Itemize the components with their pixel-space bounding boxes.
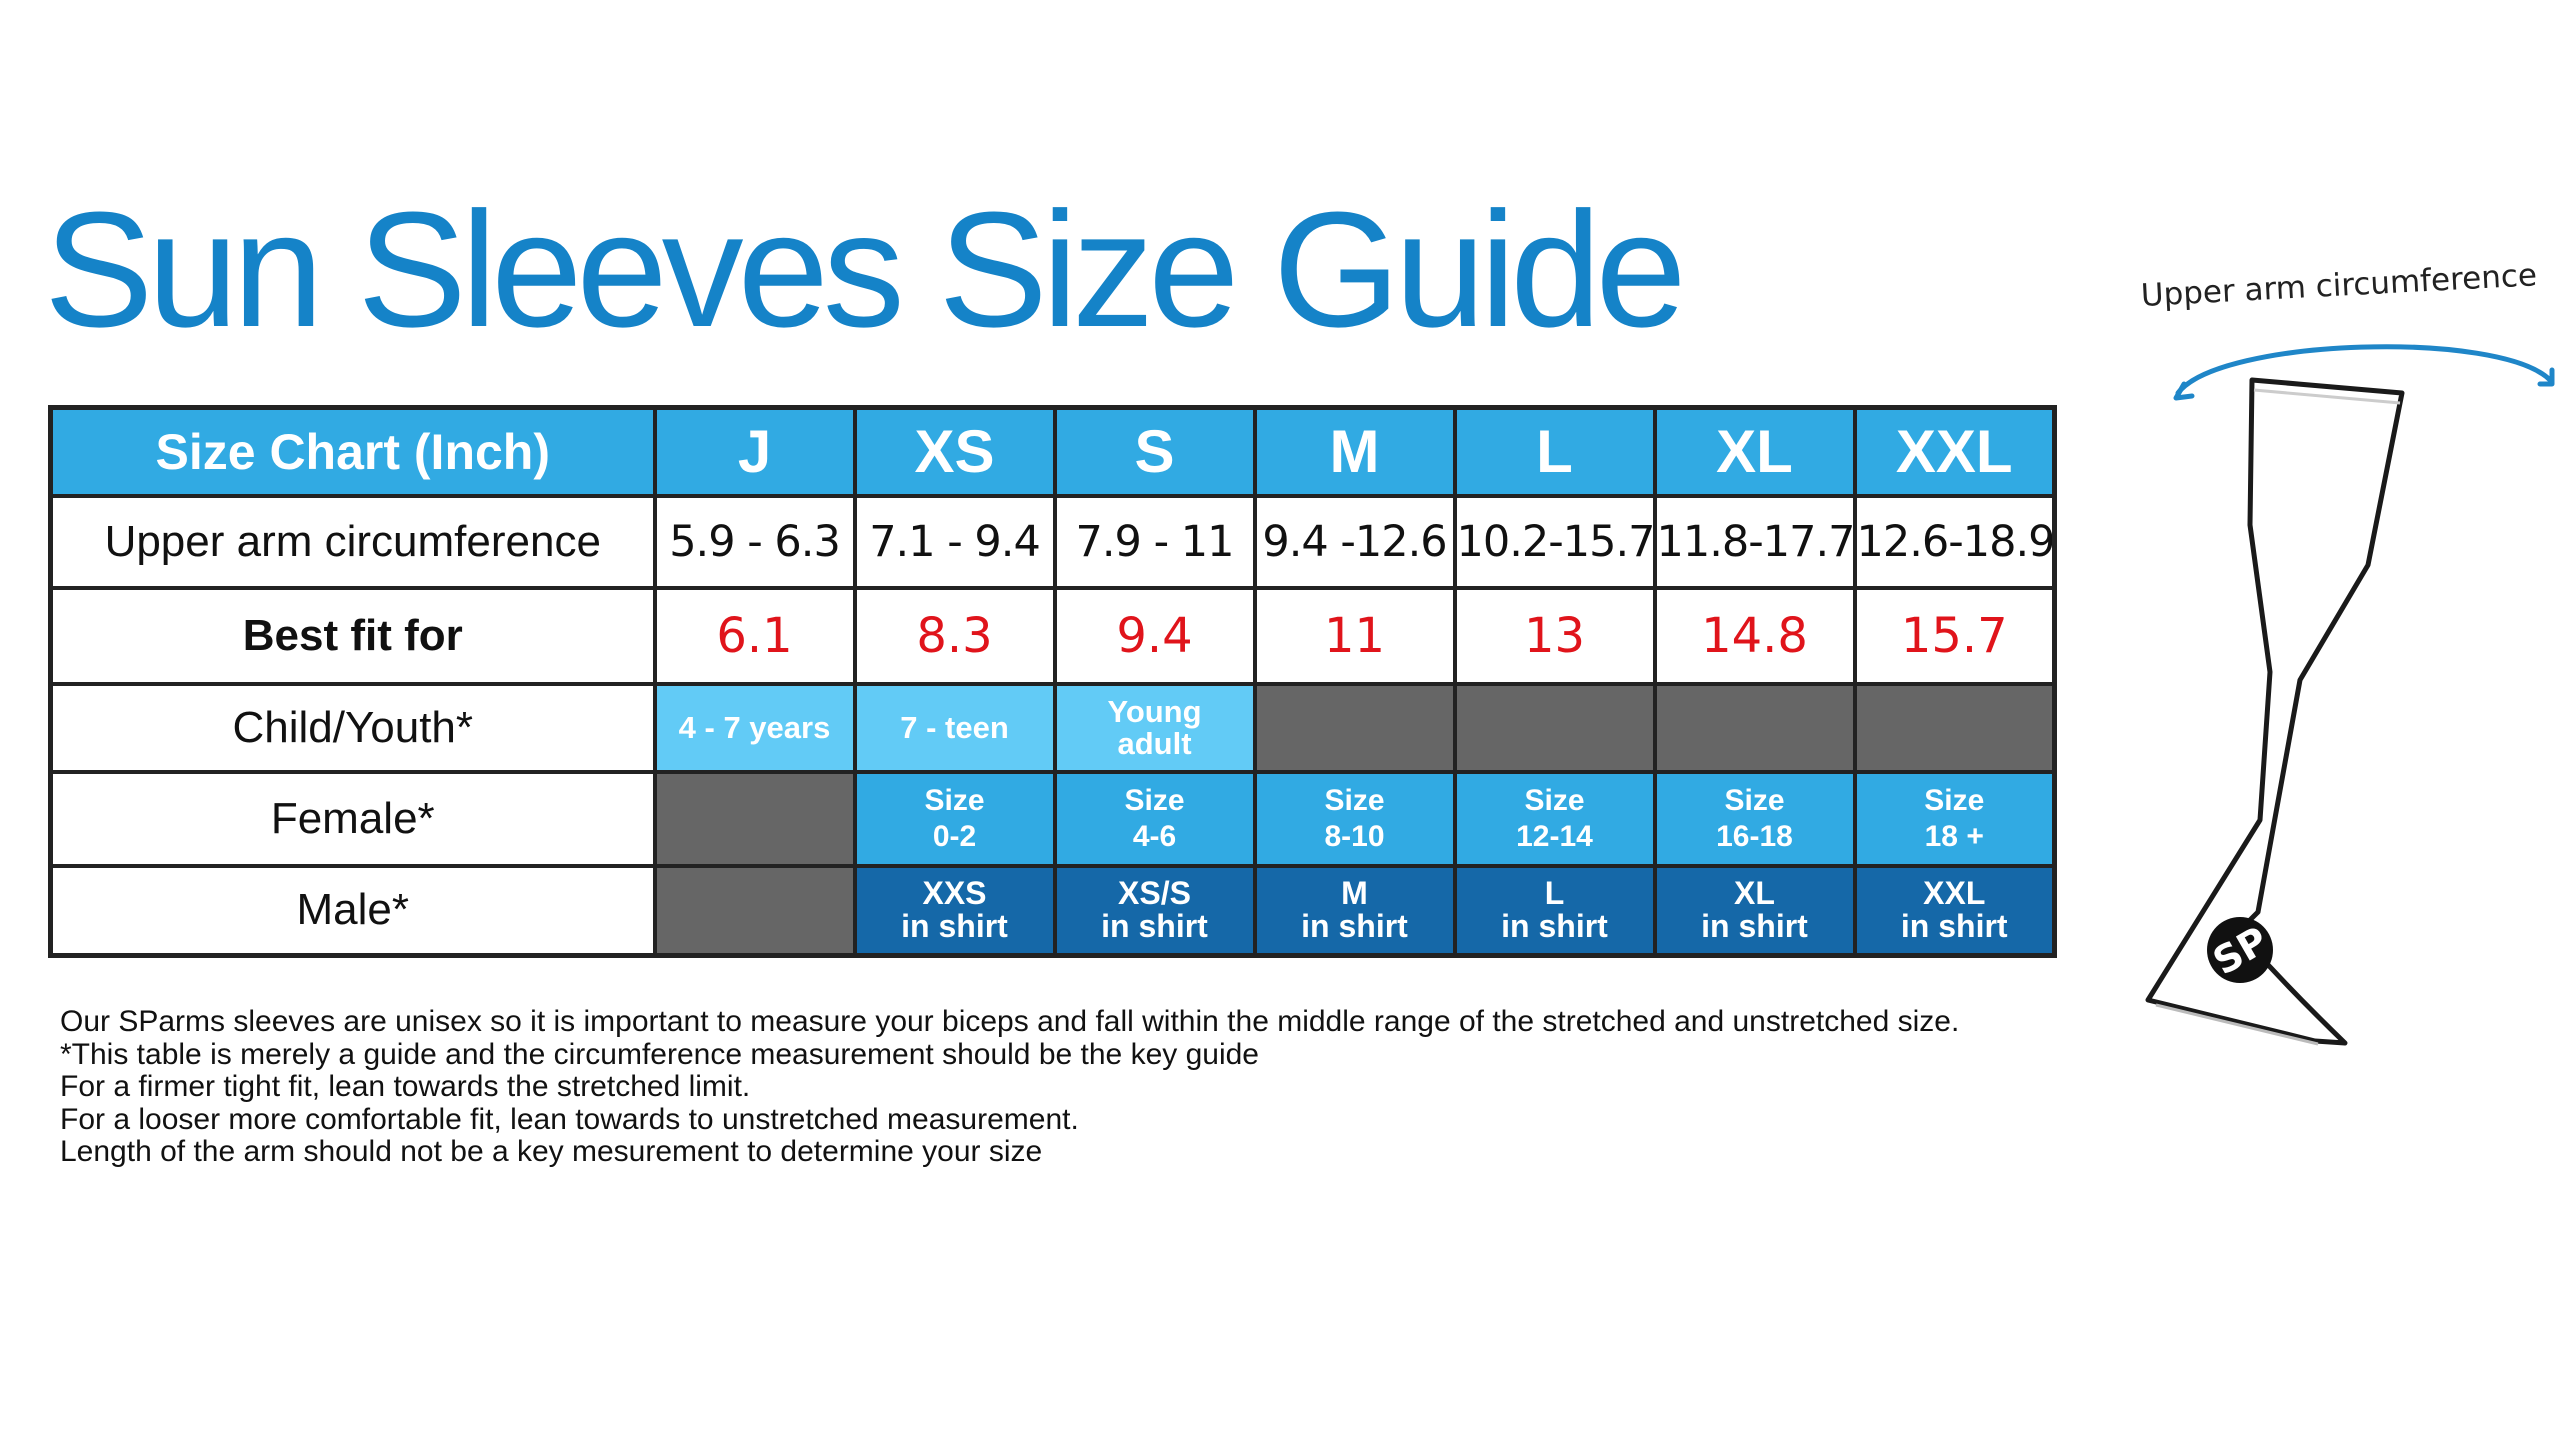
cell-text: Size (1524, 783, 1585, 817)
cell-text: in shirt (1101, 908, 1208, 945)
cell-text: Size (1324, 783, 1385, 817)
note-line: For a looser more comfortable fit, lean … (60, 1102, 1079, 1136)
size-header: L (1452, 405, 1657, 498)
best-fit-cell: 13 (1452, 585, 1657, 686)
child-size-cell: 7 - teen (852, 681, 1057, 774)
sp-logo-icon: SP (2206, 917, 2275, 984)
row-label: Child/Youth* (48, 681, 657, 774)
sleeve-outline-icon (2145, 377, 2405, 1046)
unavailable-cell (652, 769, 857, 868)
cell-text: adult (1117, 725, 1192, 761)
cell-text: Size (1924, 783, 1985, 817)
cell-text: XXL (1923, 875, 1986, 912)
circumference-row: Upper arm circumference 5.9 - 6.3 7.1 - … (48, 493, 2057, 590)
cell-text: L (1544, 875, 1565, 912)
notes-block: Our SParms sleeves are unisex so it is i… (60, 1005, 1960, 1169)
note-line: Our SParms sleeves are unisex so it is i… (60, 1005, 1960, 1038)
size-header: XS (852, 405, 1057, 498)
size-header: S (1052, 405, 1257, 498)
cell-text: Size (1724, 783, 1785, 817)
best-fit-cell: 14.8 (1652, 585, 1857, 686)
circumference-cell: 9.4 -12.6 (1252, 493, 1457, 590)
size-header: XL (1652, 405, 1857, 498)
female-size-cell: Size 16-18 (1652, 769, 1857, 868)
unavailable-cell (1252, 681, 1457, 774)
row-label: Best fit for (48, 585, 657, 686)
female-row: Female* Size 0-2 Size 4-6 Size 8-10 Size 12-… (48, 769, 2057, 868)
size-chart-table: Size Chart (Inch) J XS S M L XL XXL Uppe… (48, 405, 2057, 958)
circumference-arrow-icon (2173, 344, 2555, 401)
best-fit-cell: 8.3 (852, 585, 1057, 686)
best-fit-cell: 15.7 (1852, 585, 2057, 686)
cell-text: 12-14 (1516, 819, 1593, 853)
cell-text: XS/S (1118, 875, 1191, 912)
circumference-cell: 7.1 - 9.4 (852, 493, 1057, 590)
unavailable-cell (1452, 681, 1657, 774)
cell-text: in shirt (901, 908, 1008, 945)
size-header: J (652, 405, 857, 498)
best-fit-cell: 6.1 (652, 585, 857, 686)
circumference-cell: 11.8-17.7 (1652, 493, 1857, 590)
cell-text: 4 - 7 years (678, 709, 831, 745)
cell-text: M (1341, 875, 1368, 912)
male-size-cell: XXL in shirt (1852, 863, 2057, 958)
cell-text: 7 - teen (900, 709, 1009, 745)
cell-text: 0-2 (932, 819, 977, 853)
note-line: For a firmer tight fit, lean towards the… (60, 1070, 751, 1103)
cell-text: Size (1124, 783, 1185, 817)
cell-text: 16-18 (1716, 819, 1793, 853)
size-header: M (1252, 405, 1457, 498)
note-line: *This table is merely a guide and the ci… (60, 1037, 1259, 1071)
circumference-cell: 7.9 - 11 (1052, 493, 1257, 590)
female-size-cell: Size 12-14 (1452, 769, 1657, 868)
cell-text: Size (924, 783, 985, 817)
circumference-cell: 5.9 - 6.3 (652, 493, 857, 590)
female-size-cell: Size 4-6 (1052, 769, 1257, 868)
circumference-cell: 10.2-15.7 (1452, 493, 1657, 590)
child-size-cell: 4 - 7 years (652, 681, 857, 774)
cell-text: 4-6 (1132, 819, 1177, 853)
cell-text: XXS (922, 875, 987, 912)
male-size-cell: XS/S in shirt (1052, 863, 1257, 958)
row-label: Upper arm circumference (48, 493, 657, 590)
cell-text: XL (1734, 875, 1775, 912)
male-size-cell: XL in shirt (1652, 863, 1857, 958)
cell-text: in shirt (1900, 908, 2008, 945)
header-row: Size Chart (Inch) J XS S M L XL XXL (48, 405, 2057, 498)
size-header: XXL (1852, 405, 2057, 498)
cell-text: Young (1107, 693, 1202, 729)
child-youth-row: Child/Youth* 4 - 7 years 7 - teen Young a… (48, 681, 2057, 774)
arm-sleeve-diagram: SP (2145, 344, 2555, 1046)
child-size-cell: Young adult (1052, 681, 1257, 774)
best-fit-cell: 11 (1252, 585, 1457, 686)
circumference-cell: 12.6-18.9 (1852, 493, 2057, 590)
row-label: Male* (48, 863, 657, 958)
cell-text: in shirt (1501, 908, 1608, 945)
unavailable-cell (652, 863, 857, 958)
unavailable-cell (1652, 681, 1857, 774)
male-size-cell: XXS in shirt (852, 863, 1057, 958)
page-title: Sun Sleeves Size Guide (44, 178, 1687, 361)
best-fit-row: Best fit for 6.1 8.3 9.4 11 13 14.8 15.7 (48, 585, 2057, 686)
cell-text: in shirt (1701, 908, 1808, 945)
cell-text: in shirt (1301, 908, 1408, 945)
cell-text: 8-10 (1324, 819, 1385, 853)
unavailable-cell (1852, 681, 2057, 774)
row-label: Female* (48, 769, 657, 868)
female-size-cell: Size 0-2 (852, 769, 1057, 868)
best-fit-cell: 9.4 (1052, 585, 1257, 686)
cell-text: 18 + (1924, 819, 1984, 853)
female-size-cell: Size 8-10 (1252, 769, 1457, 868)
female-size-cell: Size 18 + (1852, 769, 2057, 868)
header-label: Size Chart (Inch) (48, 405, 657, 498)
note-line: Length of the arm should not be a key me… (60, 1135, 1043, 1168)
